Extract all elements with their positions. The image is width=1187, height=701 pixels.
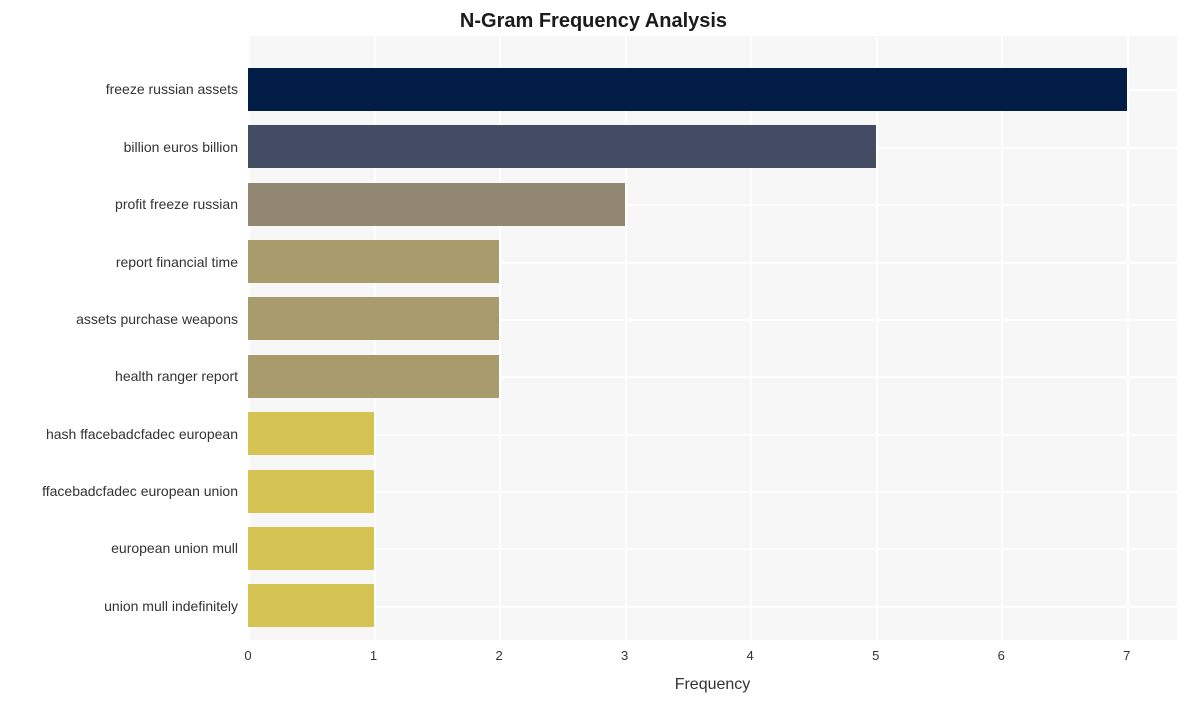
y-tick-label: freeze russian assets: [106, 81, 248, 97]
x-tick-label: 7: [1123, 648, 1130, 663]
bar-row: billion euros billion: [248, 125, 1177, 168]
x-axis-title: Frequency: [675, 676, 751, 694]
x-tick-label: 0: [244, 648, 251, 663]
bar: [248, 584, 374, 627]
y-tick-label: ffacebadcfadec european union: [42, 483, 248, 499]
chart-wrapper: N-Gram Frequency Analysis freeze russian…: [0, 0, 1187, 701]
y-tick-label: profit freeze russian: [115, 196, 248, 212]
y-tick-label: hash ffacebadcfadec european: [46, 426, 248, 442]
bar-row: assets purchase weapons: [248, 297, 1177, 340]
y-tick-label: health ranger report: [115, 368, 248, 384]
y-tick-label: assets purchase weapons: [76, 311, 248, 327]
y-tick-label: report financial time: [116, 254, 248, 270]
bar: [248, 527, 374, 570]
bar-row: freeze russian assets: [248, 68, 1177, 111]
x-tick-label: 2: [495, 648, 502, 663]
x-tick-label: 5: [872, 648, 879, 663]
chart-title: N-Gram Frequency Analysis: [460, 10, 727, 33]
bar: [248, 240, 499, 283]
bar: [248, 355, 499, 398]
bar: [248, 412, 374, 455]
bar: [248, 470, 374, 513]
bar: [248, 183, 625, 226]
bar-row: health ranger report: [248, 355, 1177, 398]
bar: [248, 125, 876, 168]
bar-row: report financial time: [248, 240, 1177, 283]
y-tick-label: union mull indefinitely: [104, 598, 248, 614]
bar-row: union mull indefinitely: [248, 584, 1177, 627]
bar-row: profit freeze russian: [248, 183, 1177, 226]
y-tick-label: billion euros billion: [124, 139, 248, 155]
bar-row: hash ffacebadcfadec european: [248, 412, 1177, 455]
bar-row: ffacebadcfadec european union: [248, 470, 1177, 513]
x-tick-label: 3: [621, 648, 628, 663]
x-tick-label: 4: [747, 648, 754, 663]
bar: [248, 68, 1127, 111]
plot-area: freeze russian assets billion euros billi…: [248, 36, 1177, 640]
bar-row: european union mull: [248, 527, 1177, 570]
y-tick-label: european union mull: [111, 540, 248, 556]
x-tick-label: 6: [998, 648, 1005, 663]
x-tick-label: 1: [370, 648, 377, 663]
bar: [248, 297, 499, 340]
